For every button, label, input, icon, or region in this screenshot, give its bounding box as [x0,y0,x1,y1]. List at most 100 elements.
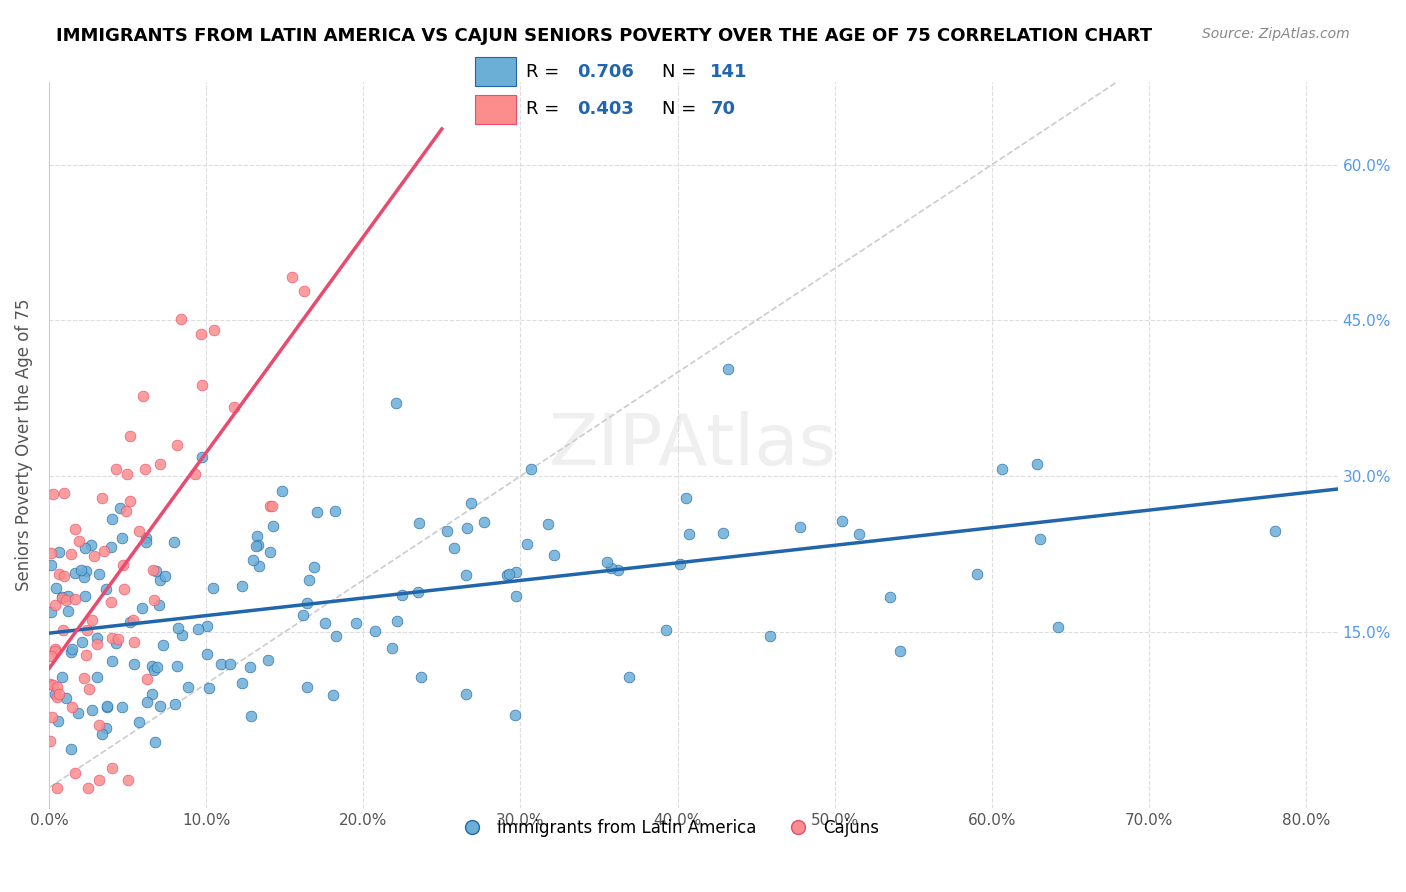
Point [520,462,543,476]
Point [503,708,526,723]
Point [170,312,193,326]
Point [80,702,103,716]
Point [76,623,98,637]
Text: ZIPAtlas: ZIPAtlas [550,410,838,480]
Point [195,647,218,661]
Point [120,615,142,630]
Point [249,558,271,573]
Point [655,624,678,638]
Point [163,698,186,712]
Point [879,590,901,604]
Point [606,563,628,577]
Point [187,622,209,636]
Point [619,670,641,684]
Point [408,585,430,599]
Point [63,522,86,536]
Point [136,673,159,687]
Point [167,621,190,635]
Point [143,735,166,749]
Point [86,637,108,651]
Point [231,676,253,690]
Point [48,687,70,701]
Point [257,653,280,667]
Point [100,761,122,775]
Point [100,541,122,555]
Point [91,491,114,505]
Point [107,632,129,646]
Point [112,558,135,572]
Point [344,615,367,630]
Point [149,698,172,713]
Text: Source: ZipAtlas.com: Source: ZipAtlas.com [1202,27,1350,41]
Point [831,514,853,528]
Point [56,604,79,618]
Point [231,579,253,593]
Point [39,677,62,691]
Point [600,561,623,575]
Point [177,680,200,694]
Point [543,548,565,562]
Point [149,457,172,471]
Point [131,601,153,615]
Point [128,714,150,729]
Point [63,592,86,607]
Point [498,566,520,581]
Point [46,690,69,704]
Point [100,595,122,609]
Point [259,545,281,559]
Point [184,467,207,481]
Point [100,654,122,668]
Point [143,592,166,607]
Point [443,541,465,555]
Point [118,494,141,508]
Point [190,378,212,392]
Point [239,660,262,674]
Point [70,564,93,578]
Point [60,641,83,656]
Point [1047,620,1070,634]
Point [122,613,145,627]
Point [39,606,62,620]
Point [145,565,167,579]
Point [67,706,90,720]
Point [101,632,124,646]
Point [195,619,218,633]
Point [41,710,63,724]
Point [105,636,128,650]
Point [63,766,86,780]
Point [96,721,118,735]
Point [117,772,139,787]
Point [135,531,157,545]
Point [39,649,62,664]
Point [759,629,782,643]
Point [90,727,112,741]
Point [262,518,284,533]
Point [96,700,118,714]
Point [89,773,111,788]
Point [134,462,156,476]
Point [52,486,75,500]
Point [1026,457,1049,471]
Point [76,780,98,795]
Point [454,568,477,582]
Point [60,700,83,714]
Point [166,659,188,673]
Point [143,663,166,677]
Point [132,389,155,403]
Point [56,589,79,603]
Point [291,608,314,623]
Point [80,613,103,627]
Point [63,566,86,580]
Point [305,505,328,519]
Point [45,581,67,595]
Point [93,544,115,558]
Point [60,547,83,561]
Point [83,549,105,564]
Point [75,541,97,556]
Point [70,635,93,649]
Point [48,545,70,559]
Point [115,467,138,481]
Point [39,546,62,560]
Point [259,499,281,513]
Point [41,487,63,501]
